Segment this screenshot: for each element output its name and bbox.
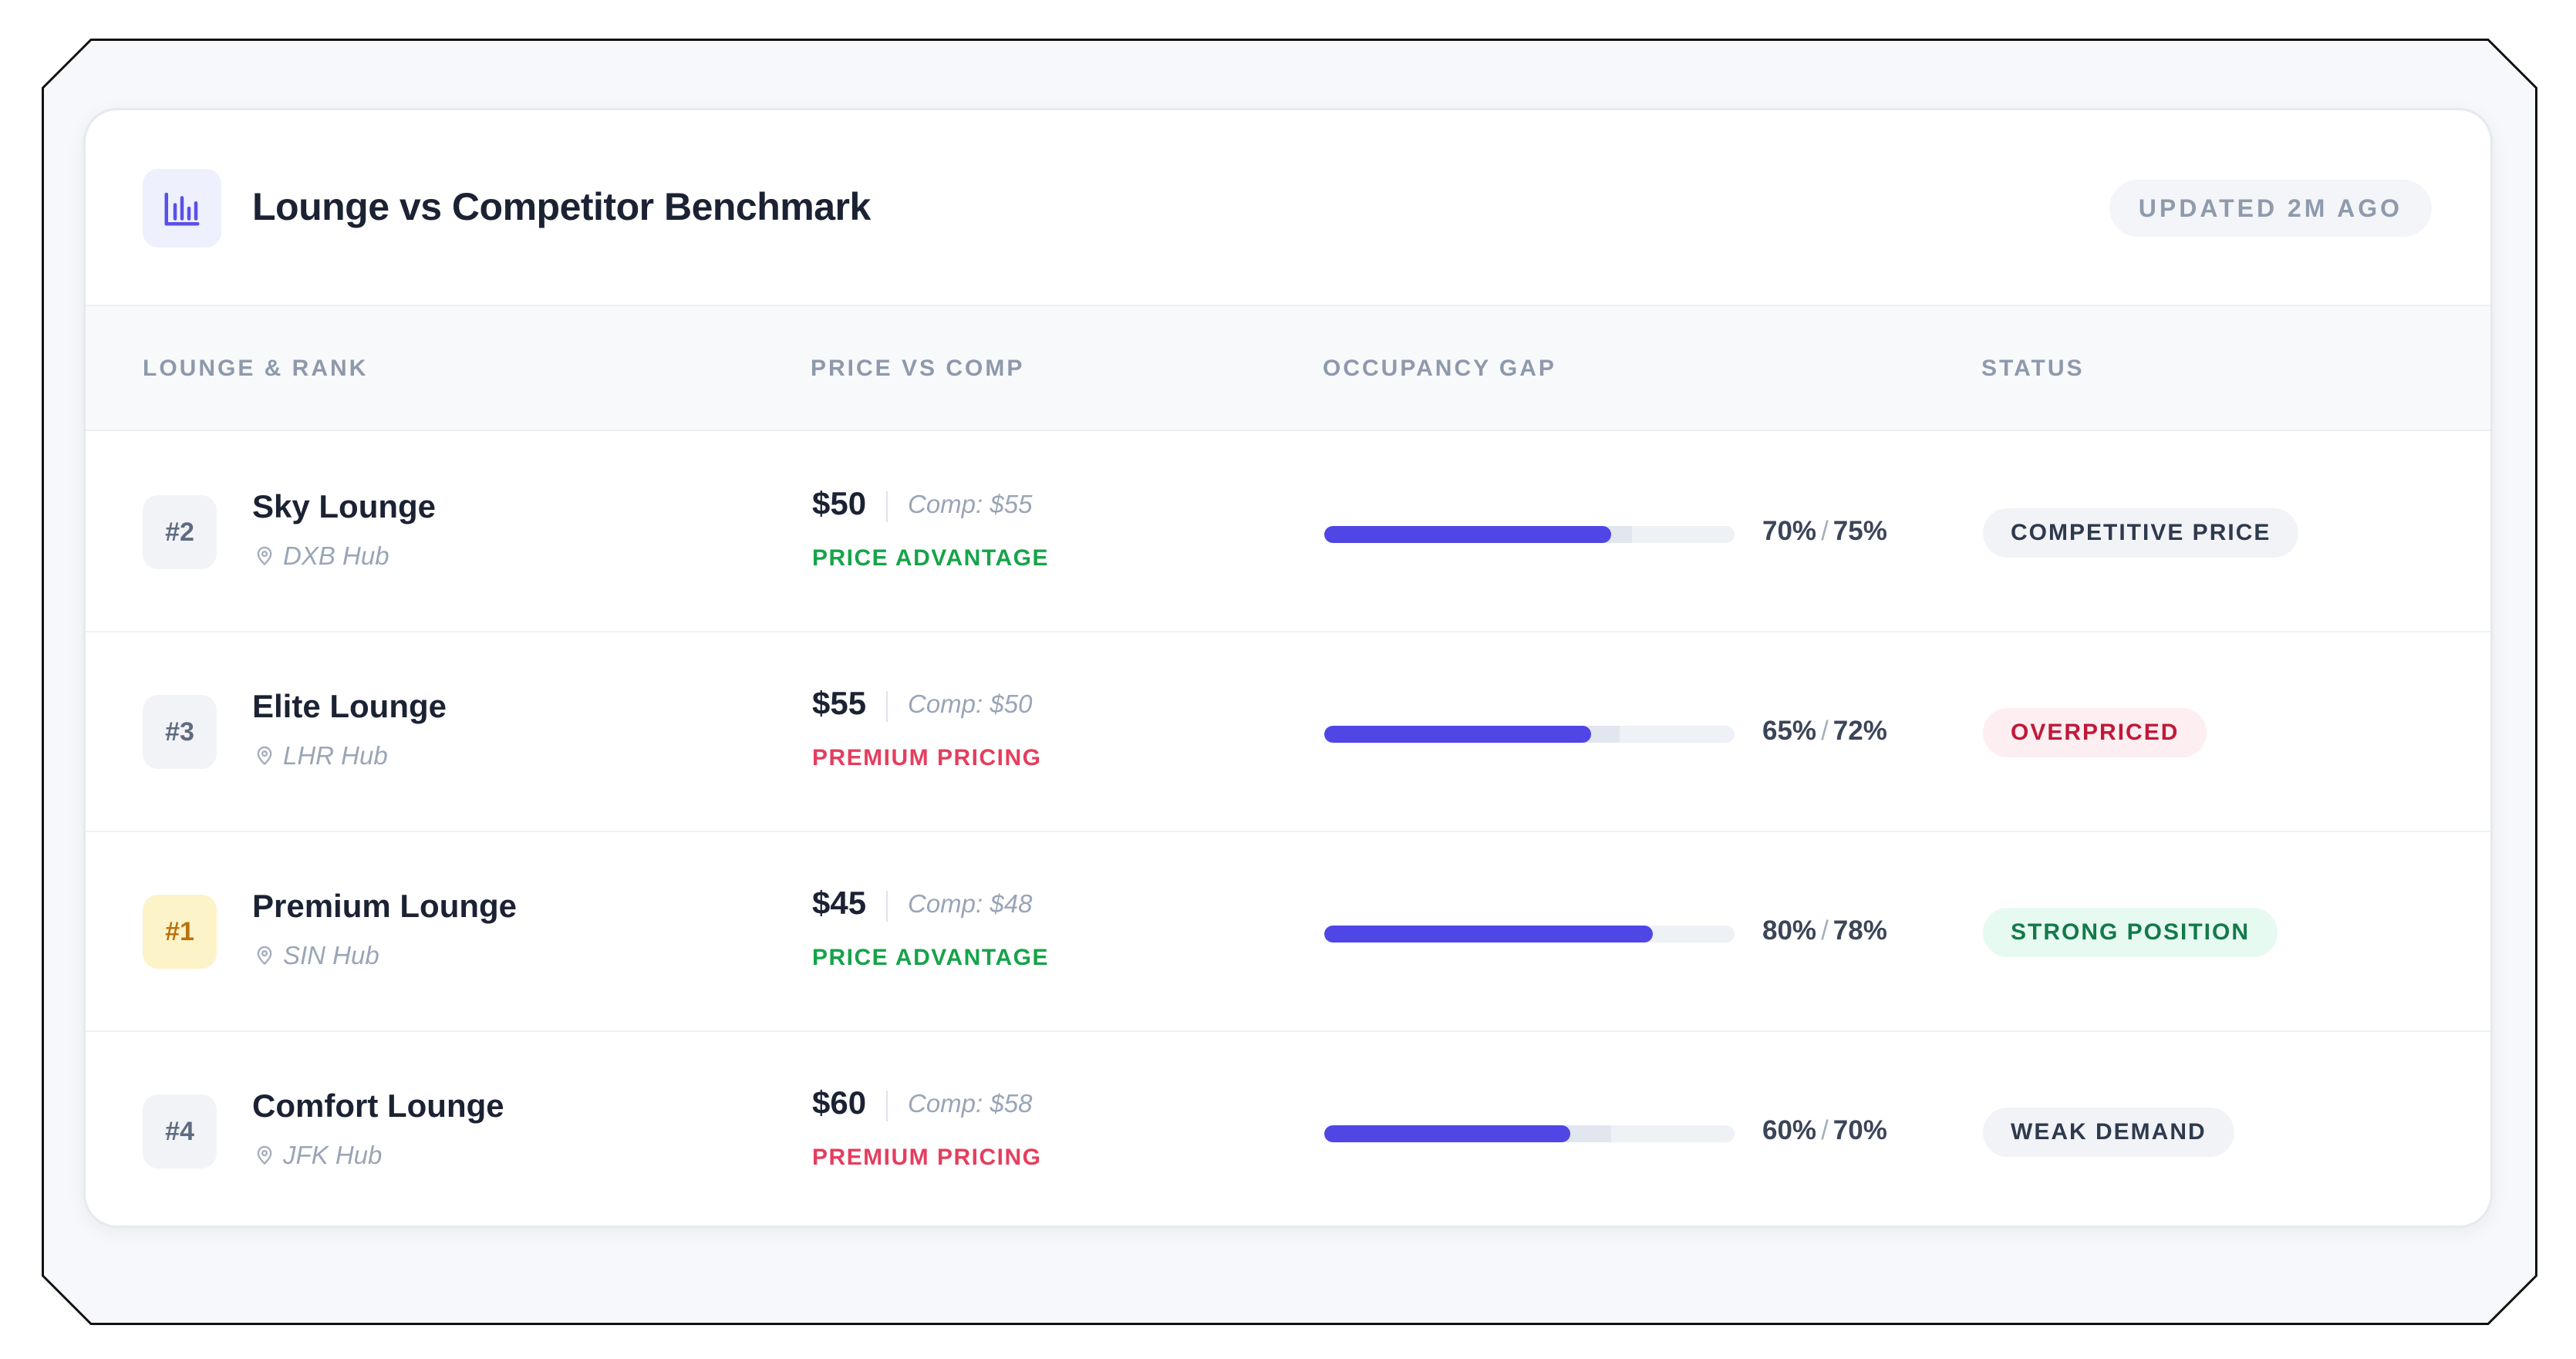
competitor-occupancy: 72%: [1833, 716, 1887, 746]
table-header: LOUNGE & RANK PRICE VS COMP OCCUPANCY GA…: [86, 306, 2490, 431]
price-divider: [886, 891, 888, 922]
pricing-tag: PRICE ADVANTAGE: [812, 545, 1049, 571]
pricing-tag: PREMIUM PRICING: [812, 745, 1042, 771]
table-row[interactable]: #3 Elite Lounge LHR Hub $55 Comp: $50 PR…: [86, 632, 2490, 832]
lounge-occupancy: 60%: [1762, 1115, 1817, 1145]
location-pin-icon: [257, 946, 272, 966]
hub-location: JFK Hub: [254, 1140, 382, 1171]
col-price-vs-comp[interactable]: PRICE VS COMP: [811, 356, 1025, 381]
rank-badge: #2: [143, 495, 217, 569]
status-badge: STRONG POSITION: [1983, 908, 2278, 957]
lounge-occupancy-fill: [1324, 1125, 1571, 1142]
col-lounge-rank[interactable]: LOUNGE & RANK: [143, 356, 369, 381]
competitor-price: Comp: $48: [908, 889, 1033, 918]
hub-location: DXB Hub: [254, 541, 389, 572]
lounge-occupancy: 65%: [1762, 716, 1817, 746]
col-status[interactable]: STATUS: [1981, 356, 2085, 381]
rank-badge: #3: [143, 695, 217, 769]
hub-location: SIN Hub: [254, 940, 379, 971]
lounge-price: $60: [812, 1084, 867, 1121]
hub-label: DXB Hub: [283, 541, 389, 570]
occupancy-values: 65%/72%: [1762, 716, 1887, 747]
updated-badge: UPDATED 2M AGO: [2109, 180, 2432, 237]
card-title: Lounge vs Competitor Benchmark: [252, 185, 871, 228]
table-row[interactable]: #1 Premium Lounge SIN Hub $45 Comp: $48 …: [86, 832, 2490, 1032]
lounge-price: $55: [812, 685, 867, 721]
location-pin-icon: [257, 746, 272, 766]
pricing-tag: PREMIUM PRICING: [812, 1145, 1042, 1170]
benchmark-card: Lounge vs Competitor Benchmark UPDATED 2…: [83, 108, 2493, 1228]
occupancy-values: 70%/75%: [1762, 516, 1887, 547]
rank-badge: #1: [143, 895, 217, 969]
rank-badge: #4: [143, 1094, 217, 1168]
occupancy-separator: /: [1821, 916, 1829, 946]
hub-label: SIN Hub: [283, 941, 379, 970]
occupancy-bar: [1324, 1125, 1735, 1142]
lounge-name[interactable]: Comfort Lounge: [252, 1088, 504, 1124]
bar-chart-icon: [143, 169, 221, 248]
competitor-price: Comp: $50: [908, 690, 1033, 718]
competitor-price: Comp: $55: [908, 490, 1033, 518]
competitor-occupancy: 78%: [1833, 916, 1887, 946]
pricing-tag: PRICE ADVANTAGE: [812, 945, 1049, 970]
competitor-occupancy: 75%: [1833, 516, 1887, 546]
lounge-price: $50: [812, 485, 867, 521]
lounge-occupancy-fill: [1324, 726, 1591, 743]
price-divider: [886, 1091, 888, 1121]
occupancy-values: 80%/78%: [1762, 916, 1887, 946]
occupancy-values: 60%/70%: [1762, 1115, 1887, 1146]
lounge-price: $45: [812, 885, 867, 921]
lounge-occupancy: 80%: [1762, 916, 1817, 946]
hub-location: LHR Hub: [254, 740, 388, 771]
price-divider: [886, 491, 888, 522]
price-divider: [886, 691, 888, 722]
location-pin-icon: [257, 546, 272, 566]
occupancy-bar: [1324, 926, 1735, 943]
table-row[interactable]: #2 Sky Lounge DXB Hub $50 Comp: $55 PRIC…: [86, 433, 2490, 632]
status-badge: WEAK DEMAND: [1983, 1108, 2234, 1157]
occupancy-separator: /: [1821, 716, 1829, 746]
lounge-occupancy-fill: [1324, 926, 1653, 943]
occupancy-separator: /: [1821, 1115, 1829, 1145]
lounge-name[interactable]: Elite Lounge: [252, 688, 447, 724]
status-badge: OVERPRICED: [1983, 708, 2207, 757]
hub-label: JFK Hub: [283, 1141, 383, 1169]
card-header: Lounge vs Competitor Benchmark UPDATED 2…: [86, 110, 2490, 306]
location-pin-icon: [257, 1145, 272, 1165]
table-row[interactable]: #4 Comfort Lounge JFK Hub $60 Comp: $58 …: [86, 1032, 2490, 1226]
lounge-occupancy: 70%: [1762, 516, 1817, 546]
competitor-price: Comp: $58: [908, 1089, 1033, 1118]
lounge-occupancy-fill: [1324, 526, 1612, 543]
status-badge: COMPETITIVE PRICE: [1983, 508, 2299, 558]
hub-label: LHR Hub: [283, 741, 388, 770]
lounge-name[interactable]: Premium Lounge: [252, 888, 518, 924]
lounge-name[interactable]: Sky Lounge: [252, 488, 437, 524]
occupancy-bar: [1324, 726, 1735, 743]
competitor-occupancy: 70%: [1833, 1115, 1887, 1145]
occupancy-bar: [1324, 526, 1735, 543]
col-occupancy-gap[interactable]: OCCUPANCY GAP: [1323, 356, 1556, 381]
occupancy-separator: /: [1821, 516, 1829, 546]
